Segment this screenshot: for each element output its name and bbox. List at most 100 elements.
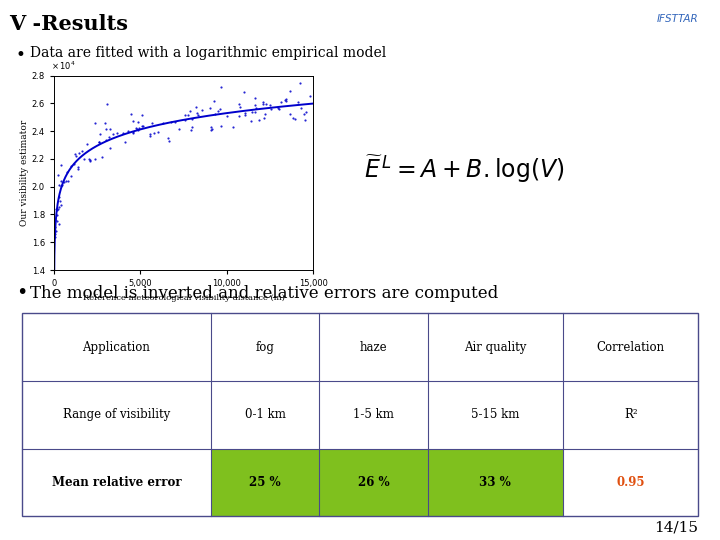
Point	[281, 94, 292, 103]
Point	[292, 98, 304, 107]
Point	[212, 107, 223, 116]
Point	[179, 116, 190, 125]
Text: fog: fog	[256, 341, 275, 354]
Point	[49, 229, 60, 238]
Point	[50, 226, 61, 235]
Text: IFSTTAR: IFSTTAR	[657, 14, 698, 24]
Bar	[211, 449, 320, 516]
Point	[101, 99, 112, 108]
Point	[132, 126, 144, 134]
Y-axis label: Our visibility estimator: Our visibility estimator	[20, 120, 29, 226]
Point	[103, 133, 114, 141]
Point	[93, 138, 104, 146]
Text: $\widetilde{E}^{\,L} = A + B.\log(V)$: $\widetilde{E}^{\,L} = A + B.\log(V)$	[364, 153, 564, 185]
Point	[62, 177, 73, 186]
Point	[56, 181, 68, 190]
Text: 25 %: 25 %	[249, 476, 281, 489]
Point	[53, 180, 65, 189]
Point	[299, 110, 310, 118]
Point	[239, 110, 251, 119]
Bar	[211, 313, 320, 381]
Point	[190, 102, 202, 111]
Text: R²: R²	[624, 408, 637, 421]
Point	[127, 117, 138, 125]
Point	[89, 119, 100, 127]
Point	[49, 232, 60, 241]
Bar	[320, 381, 428, 449]
Point	[215, 83, 227, 92]
Point	[184, 107, 196, 116]
Point	[215, 122, 227, 130]
Bar	[22, 449, 211, 516]
Point	[247, 107, 258, 116]
Point	[138, 122, 149, 130]
Point	[284, 110, 295, 119]
Point	[55, 200, 67, 209]
Point	[94, 130, 106, 138]
Point	[273, 103, 284, 112]
Point	[249, 107, 261, 116]
Bar	[211, 381, 320, 449]
Text: The model is inverted and relative errors are computed: The model is inverted and relative error…	[30, 285, 498, 302]
Point	[60, 177, 71, 185]
Text: Air quality: Air quality	[464, 341, 526, 354]
Point	[205, 125, 217, 134]
Point	[50, 215, 61, 224]
Point	[163, 137, 175, 146]
Point	[104, 144, 115, 152]
Point	[100, 136, 112, 144]
Text: 1-5 km: 1-5 km	[353, 408, 394, 421]
Point	[53, 202, 65, 211]
Point	[52, 206, 63, 214]
Point	[81, 140, 92, 149]
Point	[127, 127, 139, 136]
Text: •: •	[16, 46, 26, 64]
Point	[257, 98, 269, 106]
Point	[52, 170, 63, 179]
Point	[294, 79, 306, 88]
Point	[239, 109, 251, 118]
Point	[84, 157, 95, 165]
Point	[122, 126, 134, 135]
Point	[258, 113, 270, 122]
Point	[89, 154, 101, 163]
Point	[196, 105, 207, 114]
Point	[55, 197, 66, 206]
Bar	[428, 313, 563, 381]
Point	[289, 114, 301, 123]
Point	[117, 129, 128, 138]
Bar	[563, 313, 698, 381]
Point	[222, 112, 233, 120]
Point	[179, 111, 191, 119]
Point	[249, 100, 261, 109]
Point	[192, 111, 204, 119]
Bar	[22, 313, 211, 381]
Point	[300, 116, 311, 124]
Text: 5-15 km: 5-15 km	[471, 408, 520, 421]
Text: Range of visibility: Range of visibility	[63, 408, 170, 421]
Text: $\times\,10^4$: $\times\,10^4$	[51, 59, 76, 72]
Text: •: •	[16, 284, 27, 302]
Point	[132, 118, 144, 126]
Point	[50, 205, 62, 214]
Point	[65, 161, 76, 170]
Point	[208, 97, 220, 106]
Point	[55, 160, 66, 169]
Point	[209, 110, 220, 119]
Bar	[563, 449, 698, 516]
Point	[144, 130, 156, 138]
Point	[174, 125, 185, 133]
Point	[206, 125, 217, 133]
Point	[125, 110, 136, 118]
Text: 33 %: 33 %	[480, 476, 511, 489]
Point	[215, 105, 226, 113]
Point	[295, 104, 307, 112]
Point	[76, 147, 87, 156]
Text: haze: haze	[360, 341, 387, 354]
Text: 26 %: 26 %	[358, 476, 390, 489]
Point	[58, 178, 70, 187]
Point	[186, 126, 197, 135]
Point	[127, 129, 139, 138]
Point	[274, 105, 285, 113]
Text: Application: Application	[82, 341, 150, 354]
